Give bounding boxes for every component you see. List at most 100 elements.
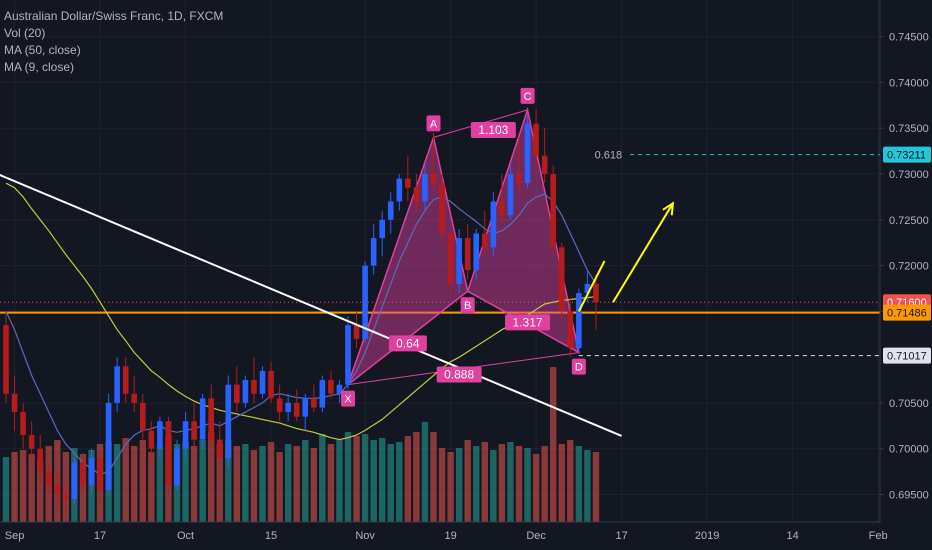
candle-body <box>242 380 249 403</box>
symbol-title[interactable]: Australian Dollar/Swiss Franc, 1D, FXCM <box>4 9 224 23</box>
candle-body <box>413 187 420 202</box>
volume-bar <box>481 442 488 522</box>
time-tick-label: Nov <box>355 530 375 542</box>
pattern-labels: X A B C D 0.64 1.103 1.317 0.888 <box>341 87 586 407</box>
candle-body <box>251 380 257 394</box>
candle-body <box>302 398 309 417</box>
price-label: 0.73211 <box>887 150 926 162</box>
time-tick-label: 2019 <box>695 530 719 542</box>
candle-body <box>105 402 112 490</box>
time-axis-bg <box>0 522 932 550</box>
candle-body <box>165 421 172 486</box>
pattern-point-label: D <box>575 362 583 374</box>
candle-body <box>439 183 445 234</box>
candle-body <box>490 201 497 248</box>
candle-body <box>71 462 78 500</box>
volume-bar <box>302 440 309 522</box>
volume-bar <box>507 442 514 522</box>
ma9-line <box>5 193 597 476</box>
price-axis[interactable]: 0.74500 0.74000 0.73500 0.73000 0.72500 0.720… <box>879 0 932 550</box>
candle-body <box>328 380 334 394</box>
candle-body <box>182 421 189 449</box>
volume-bar <box>267 442 275 522</box>
candle-body <box>379 219 385 239</box>
candle-body <box>259 370 266 394</box>
fib-level-label: 0.618 <box>595 150 623 162</box>
volume-bar <box>379 438 386 522</box>
volume-bar <box>515 446 523 522</box>
price-tick-label: 0.74000 <box>889 77 929 89</box>
volume-bar <box>592 452 600 522</box>
volume-bar <box>473 446 480 522</box>
volume-bar <box>28 454 35 522</box>
candle-body <box>464 238 471 271</box>
candle-body <box>593 283 599 303</box>
price-tick-label: 0.70500 <box>889 398 929 410</box>
volume-bar <box>558 444 565 522</box>
price-tick-label: 0.72000 <box>889 261 929 273</box>
pattern-point-badge <box>426 115 441 132</box>
volume-bar <box>310 448 317 522</box>
ma50-line <box>5 182 597 441</box>
trendline <box>0 173 622 437</box>
volume-bar <box>464 440 471 522</box>
time-tick-label: Sep <box>5 530 25 542</box>
candle-body <box>430 174 437 184</box>
candle-body <box>174 448 180 486</box>
candle-body <box>584 283 591 294</box>
pattern-point-badge <box>571 358 586 375</box>
time-tick-label: Oct <box>177 530 194 542</box>
volume-bar <box>404 436 412 522</box>
candle-body <box>396 178 403 202</box>
volume-bar <box>575 446 583 522</box>
channel-line <box>577 260 606 312</box>
candle-body <box>499 201 505 216</box>
candle-body <box>405 178 411 188</box>
candle-body <box>576 293 582 348</box>
ratio-label: 0.888 <box>444 368 474 382</box>
volume-bar <box>182 442 189 522</box>
time-axis[interactable]: Sep 17 Oct 15 Nov 19 Dec 17 2019 14 Feb <box>0 521 932 550</box>
price-label-badge <box>883 146 931 163</box>
volume-bar <box>139 440 146 522</box>
volume-bar <box>131 446 138 522</box>
price-label: 0.71017 <box>887 351 927 363</box>
arrow-head-icon <box>662 201 675 216</box>
volume-bar <box>455 448 463 522</box>
chart-legend: Australian Dollar/Swiss Franc, 1D, FXCM … <box>4 8 223 76</box>
indicator-ma9[interactable]: MA (9, close) <box>4 60 75 74</box>
price-label-badge <box>883 347 931 364</box>
candle-body <box>362 265 368 339</box>
candle-body <box>268 370 274 399</box>
volume-bar <box>550 367 557 522</box>
candle-body <box>524 123 531 184</box>
ratio-badge <box>436 366 482 383</box>
volume-bar <box>190 446 198 522</box>
pattern-point-label: C <box>524 91 532 103</box>
candle-body <box>20 412 26 435</box>
moving-averages <box>5 182 597 476</box>
volume-bar <box>37 460 44 522</box>
volume-bar <box>2 457 10 522</box>
candle-body <box>456 238 462 284</box>
time-tick-label: 14 <box>786 530 798 542</box>
volume-bar <box>293 446 300 522</box>
candle-body <box>45 471 52 486</box>
volume-bar <box>524 448 531 522</box>
candle-body <box>516 174 522 184</box>
volume-bar <box>122 438 129 522</box>
price-tick-label: 0.70000 <box>889 444 929 456</box>
volume-bar <box>250 450 258 522</box>
candle-body <box>387 201 394 220</box>
candle-body <box>37 448 43 472</box>
pattern-point-badge <box>520 87 535 104</box>
candle-body <box>567 311 574 348</box>
indicator-ma50[interactable]: MA (50, close) <box>4 43 81 57</box>
candle-body <box>541 155 548 174</box>
indicator-volume[interactable]: Vol (20) <box>4 26 46 40</box>
candle-body <box>208 398 214 440</box>
volume-bar <box>447 452 454 522</box>
price-tick-label: 0.73500 <box>889 123 929 135</box>
candle-body <box>199 398 206 440</box>
